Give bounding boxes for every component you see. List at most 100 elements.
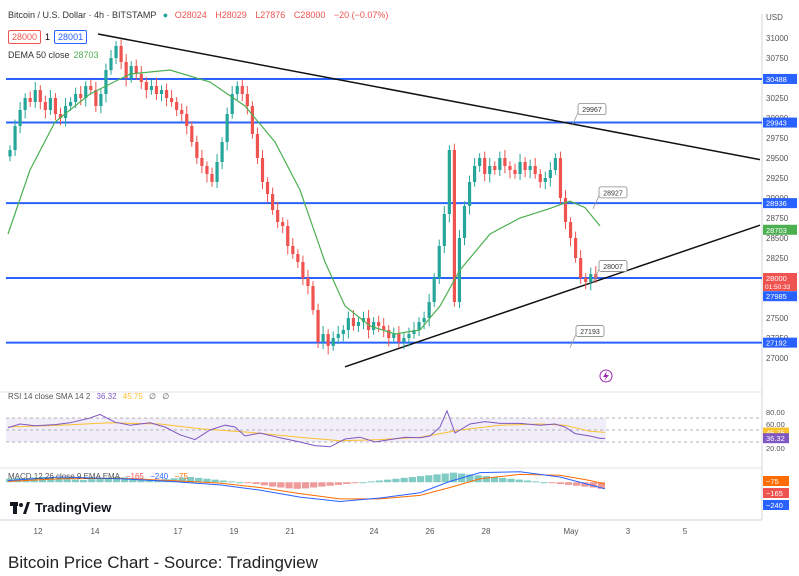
macd-hist-bar — [96, 478, 104, 483]
macd-hist-bar — [211, 479, 219, 483]
candle-body — [175, 102, 179, 110]
candle-body — [523, 162, 527, 170]
candle-body — [467, 182, 472, 206]
candle-body — [94, 90, 98, 106]
bid-ask-widget: 28000 1 28001 — [8, 30, 88, 44]
x-tick-label: 5 — [683, 527, 688, 536]
candle-body — [447, 150, 451, 214]
price-tag-label: 28703 — [766, 226, 787, 235]
macd-hist-bar — [285, 482, 293, 489]
macd-hist-bar — [466, 474, 474, 483]
macd-hist-bar — [523, 480, 532, 483]
candle-body — [372, 322, 376, 330]
candle-body — [387, 330, 391, 338]
candle-body — [538, 174, 542, 182]
candle-body — [190, 126, 194, 142]
candle-body — [48, 98, 52, 110]
candle-body — [508, 166, 512, 170]
rsi-lower-band: ∅ — [162, 392, 170, 401]
tradingview-logo[interactable]: TradingView — [10, 500, 111, 515]
candle-body — [159, 90, 164, 94]
candle-body — [563, 198, 568, 222]
macd-hist-bar — [334, 482, 342, 485]
candle-body — [462, 206, 467, 238]
macd-hist-bar — [400, 477, 408, 483]
currency-label: USD — [766, 13, 783, 22]
y-tick-label: 30750 — [766, 54, 789, 63]
candle-body — [543, 178, 547, 182]
macd-hist-bar — [71, 479, 79, 483]
x-tick-label: 24 — [370, 527, 379, 536]
macd-hist-bar — [433, 474, 441, 483]
candle-body — [553, 158, 557, 170]
macd-hist-bar — [384, 479, 392, 483]
macd-hist-bar — [326, 482, 334, 486]
order-qty[interactable]: 1 — [45, 32, 51, 42]
candle-body — [43, 102, 47, 110]
chart-header: Bitcoin / U.S. Dollar · 4h · BITSTAMP ● … — [8, 10, 388, 20]
x-tick-label: 28 — [482, 527, 491, 536]
dema-line — [7, 69, 601, 335]
symbol-title[interactable]: Bitcoin / U.S. Dollar · 4h · BITSTAMP — [8, 10, 157, 20]
candle-body — [195, 142, 199, 158]
candle-body — [255, 134, 260, 158]
candle-body — [286, 226, 290, 246]
candle-body — [498, 158, 502, 170]
rsi-tick-label: 20.00 — [766, 444, 785, 453]
macd-tag — [763, 476, 789, 486]
candle-body — [432, 278, 436, 302]
dema-legend[interactable]: DEMA 50 close 28703 — [8, 50, 99, 60]
macd-tag — [763, 488, 789, 498]
rsi-legend[interactable]: RSI 14 close SMA 14 2 36.32 45.75 ∅ ∅ — [8, 392, 169, 401]
candle-body — [296, 254, 300, 262]
ohlc-change: −20 (−0.07%) — [333, 10, 389, 20]
sell-button[interactable]: 28000 — [8, 30, 42, 44]
candle-body — [265, 182, 270, 194]
macd-hist-bar — [490, 477, 499, 483]
macd-hist-bar — [318, 482, 326, 487]
macd-hist-bar — [556, 482, 564, 484]
y-tick-label: 30250 — [766, 94, 789, 103]
dema-value: 28703 — [73, 50, 99, 60]
macd-tick-label: −75 — [766, 477, 779, 486]
macd-tag — [763, 500, 789, 510]
price-tag — [763, 198, 797, 209]
macd-hist-bar — [540, 482, 548, 484]
annotation-box — [575, 325, 605, 337]
macd-hist-bar — [137, 478, 145, 483]
chart-background — [0, 0, 799, 540]
annotation-box — [598, 260, 628, 272]
candle-body — [154, 86, 159, 94]
candle-body — [437, 246, 441, 278]
macd-signal-value: −75 — [174, 472, 188, 481]
macd-legend[interactable]: MACD 12 26 close 9 EMA EMA −165 −240 −75 — [8, 472, 188, 481]
price-tag — [763, 73, 797, 84]
x-tick-label: 21 — [286, 527, 295, 536]
price-tag-label: 30488 — [766, 75, 787, 84]
rsi-tag — [763, 433, 789, 444]
price-tag — [763, 224, 797, 235]
candle-body — [144, 82, 148, 90]
ohlc-open: O28024 — [174, 10, 207, 20]
candle-body — [245, 94, 249, 106]
y-tick-label: 28250 — [766, 254, 789, 263]
price-chart[interactable]: USD3100030750305003025030000297502950029… — [0, 0, 799, 540]
candle-body — [483, 158, 487, 174]
buy-button[interactable]: 28001 — [54, 30, 88, 44]
y-tick-label: 27500 — [766, 314, 789, 323]
ohlc-close: C28000 — [293, 10, 326, 20]
candle-body — [79, 94, 83, 98]
macd-hist-bar — [145, 479, 153, 483]
candle-body — [346, 318, 350, 330]
macd-label: MACD 12 26 close 9 EMA EMA — [8, 472, 120, 481]
macd-hist-bar — [532, 481, 540, 483]
candle-body — [306, 278, 310, 286]
x-tick-label: 26 — [426, 527, 435, 536]
price-tag-label: 28936 — [766, 199, 787, 208]
macd-hist-bar — [581, 482, 589, 487]
macd-hist-bar — [342, 482, 351, 484]
annotation-leader — [592, 195, 600, 210]
candle-body — [149, 86, 153, 90]
macd-hist-bar — [195, 477, 203, 483]
candle-body — [260, 158, 265, 182]
